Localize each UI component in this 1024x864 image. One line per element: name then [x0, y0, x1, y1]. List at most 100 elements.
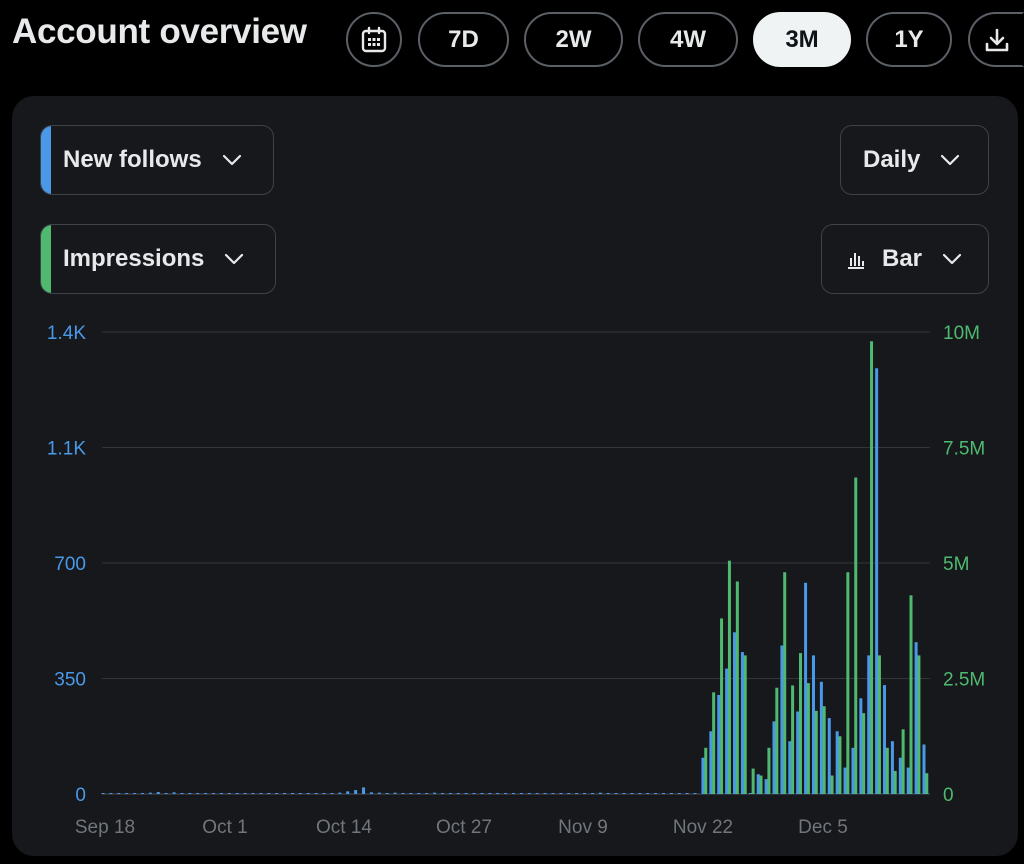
y-left-tick-label: 350 — [54, 670, 86, 691]
bar-impressions — [893, 770, 897, 794]
bar-new-follows — [867, 655, 871, 794]
bar-new-follows — [811, 655, 815, 794]
bar-new-follows — [456, 793, 460, 794]
bar-new-follows — [567, 793, 571, 794]
bar-new-follows — [677, 793, 681, 794]
chart-type-label: Bar — [882, 245, 923, 272]
x-tick-label: Nov 22 — [673, 817, 733, 838]
bar-new-follows — [172, 792, 176, 794]
bar-impressions — [743, 655, 747, 794]
range-1y-button[interactable]: 1Y — [866, 12, 952, 67]
bar-impressions — [775, 687, 779, 794]
bar-new-follows — [156, 792, 160, 794]
bar-impressions — [798, 653, 802, 794]
calendar-button[interactable] — [346, 12, 402, 67]
primary-series-swatch — [41, 126, 51, 194]
bar-new-follows — [385, 793, 389, 794]
bar-new-follows — [298, 793, 302, 794]
secondary-metric-dropdown[interactable]: Impressions — [40, 224, 276, 294]
bar-new-follows — [780, 645, 784, 794]
x-tick-label: Oct 1 — [202, 817, 247, 838]
calendar-icon — [360, 26, 388, 54]
bar-new-follows — [425, 793, 429, 794]
bar-new-follows — [401, 793, 405, 794]
bar-new-follows — [164, 793, 168, 794]
bar-impressions — [885, 747, 889, 794]
bar-new-follows — [804, 582, 808, 794]
bar-new-follows — [362, 787, 366, 794]
range-4w-button[interactable]: 4W — [638, 12, 738, 67]
interval-dropdown[interactable]: Daily — [840, 125, 989, 195]
bar-new-follows — [701, 757, 705, 794]
bar-new-follows — [283, 793, 287, 794]
bar-impressions — [767, 747, 771, 794]
bar-impressions — [751, 768, 755, 794]
y-left-tick-label: 1.1K — [47, 439, 86, 460]
bar-new-follows — [630, 793, 634, 794]
bar-new-follows — [827, 718, 831, 794]
download-button[interactable] — [968, 12, 1024, 67]
bar-new-follows — [480, 793, 484, 794]
bar-impressions — [862, 713, 866, 794]
bar-new-follows — [393, 792, 397, 794]
bar-new-follows — [212, 793, 216, 794]
bar-new-follows — [764, 779, 768, 794]
bar-new-follows — [796, 711, 800, 794]
range-3m-button[interactable]: 3M — [753, 12, 851, 67]
primary-metric-label: New follows — [63, 146, 202, 173]
range-7d-button[interactable]: 7D — [418, 12, 509, 67]
bar-new-follows — [504, 793, 508, 794]
bar-new-follows — [756, 774, 760, 794]
bar-new-follows — [922, 744, 926, 794]
download-icon — [983, 26, 1011, 54]
y-right-tick-label: 10M — [943, 323, 980, 344]
bar-new-follows — [259, 793, 263, 794]
bar-new-follows — [448, 793, 452, 794]
x-tick-label: Dec 5 — [798, 817, 848, 838]
bar-new-follows — [472, 793, 476, 794]
bar-new-follows — [559, 793, 563, 794]
bar-new-follows — [527, 793, 531, 794]
bar-new-follows — [140, 793, 144, 794]
x-tick-label: Sep 18 — [75, 817, 135, 838]
bar-new-follows — [669, 793, 673, 794]
bar-new-follows — [914, 642, 918, 794]
chevron-down-icon — [222, 154, 242, 166]
primary-metric-dropdown[interactable]: New follows — [40, 125, 274, 195]
bar-new-follows — [709, 731, 713, 794]
y-left-tick-label: 1.4K — [47, 323, 86, 344]
bar-new-follows — [890, 741, 894, 794]
range-2w-button[interactable]: 2W — [524, 12, 623, 67]
bar-impressions — [783, 572, 787, 794]
chart-type-dropdown[interactable]: Bar — [821, 224, 989, 294]
bar-impressions — [759, 775, 763, 794]
bar-new-follows — [519, 793, 523, 794]
bar-new-follows — [354, 790, 358, 794]
bar-new-follows — [117, 793, 121, 794]
bar-new-follows — [819, 681, 823, 794]
bar-new-follows — [843, 767, 847, 794]
bar-new-follows — [851, 747, 855, 794]
bar-new-follows — [598, 792, 602, 794]
bar-new-follows — [512, 793, 515, 794]
bar-new-follows — [614, 793, 618, 794]
bar-new-follows — [148, 792, 152, 794]
bar-new-follows — [646, 793, 650, 794]
bar-new-follows — [859, 698, 863, 794]
bar-new-follows — [133, 793, 137, 794]
bar-new-follows — [180, 793, 184, 794]
bar-new-follows — [109, 793, 113, 794]
bar-new-follows — [251, 793, 255, 794]
bar-impressions — [917, 655, 921, 794]
bar-impressions — [712, 692, 716, 794]
bar-new-follows — [267, 793, 271, 794]
bar-new-follows — [440, 793, 444, 794]
bar-new-follows — [377, 792, 381, 794]
secondary-metric-label: Impressions — [63, 245, 205, 272]
y-right-tick-label: 7.5M — [943, 439, 985, 460]
bar-impressions — [838, 736, 842, 794]
bar-impressions — [925, 773, 929, 794]
bar-new-follows — [188, 793, 192, 794]
bar-impressions — [814, 710, 818, 794]
bar-new-follows — [306, 793, 310, 794]
